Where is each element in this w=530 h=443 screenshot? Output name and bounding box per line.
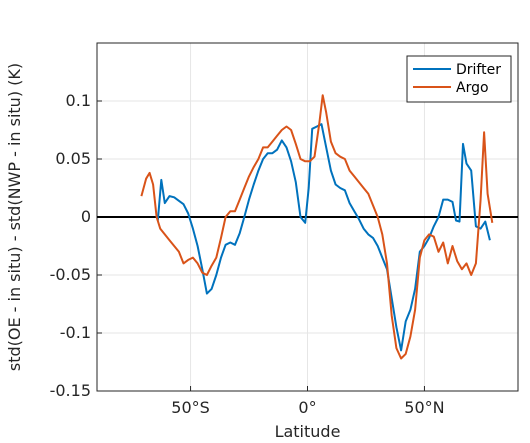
x-tick-label: 0° <box>298 398 316 417</box>
series-lines <box>140 94 494 360</box>
legend-box <box>406 55 512 103</box>
y-tick-label: 0.05 <box>55 149 91 168</box>
x-tick-label: 50°S <box>171 398 210 417</box>
legend-label-drifter: Drifter <box>456 62 501 78</box>
y-tick-label: -0.15 <box>50 381 91 400</box>
axis-ticks: 50°S 0° 50°N -0.15 -0.1 -0.05 0 0.05 0.1 <box>50 91 445 417</box>
y-axis-title: std(OE - in situ) - std(NWP - in situ) (… <box>5 63 24 371</box>
y-tick-label: 0 <box>81 207 91 226</box>
series-line-argo <box>140 94 494 360</box>
y-tick-label: 0.1 <box>66 91 91 110</box>
x-axis-title: Latitude <box>275 422 341 441</box>
x-tick-label: 50°N <box>404 398 444 417</box>
y-tick-label: -0.05 <box>50 265 91 284</box>
legend: Drifter Argo <box>406 55 512 103</box>
legend-label-argo: Argo <box>456 80 489 96</box>
series-line-drifter <box>156 123 491 352</box>
y-tick-label: -0.1 <box>60 323 91 342</box>
